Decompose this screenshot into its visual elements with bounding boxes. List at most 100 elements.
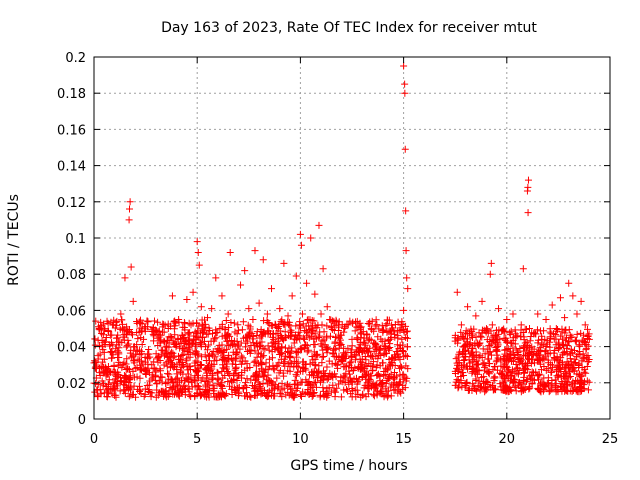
data-point xyxy=(208,305,216,313)
data-point xyxy=(548,301,556,309)
data-point xyxy=(125,340,133,348)
data-point xyxy=(206,386,214,394)
data-point xyxy=(535,355,543,363)
data-point xyxy=(453,288,461,296)
data-point xyxy=(524,183,532,191)
chart-title: Day 163 of 2023, Rate Of TEC Index for r… xyxy=(161,20,537,36)
data-point xyxy=(164,325,172,332)
data-point xyxy=(365,360,373,368)
data-point xyxy=(391,353,399,361)
y-tick-label: 0.06 xyxy=(57,304,86,319)
data-point xyxy=(342,349,350,357)
data-point xyxy=(264,371,272,379)
data-point xyxy=(494,339,502,347)
data-point xyxy=(403,274,411,282)
data-point xyxy=(375,325,383,333)
data-point xyxy=(580,353,588,361)
data-point xyxy=(478,333,486,341)
data-point xyxy=(221,391,229,399)
data-point xyxy=(384,387,392,395)
data-point xyxy=(346,359,354,367)
data-point xyxy=(270,366,278,374)
data-point xyxy=(143,382,151,390)
data-point xyxy=(540,363,548,371)
data-point xyxy=(462,346,470,354)
data-point xyxy=(519,329,527,337)
data-point xyxy=(114,331,122,339)
data-point xyxy=(203,372,211,380)
data-point xyxy=(343,387,351,395)
data-point xyxy=(360,384,368,392)
data-point xyxy=(107,354,115,362)
data-point xyxy=(352,348,360,356)
data-point xyxy=(294,348,302,356)
data-point xyxy=(369,363,377,371)
data-point xyxy=(242,339,250,347)
data-point xyxy=(305,390,313,398)
data-point xyxy=(261,330,269,338)
data-point xyxy=(126,205,134,213)
data-point xyxy=(363,330,371,338)
data-point xyxy=(337,341,345,349)
x-tick-label: 25 xyxy=(602,432,619,447)
data-point xyxy=(506,351,514,359)
data-point xyxy=(499,363,507,371)
data-point xyxy=(136,366,144,374)
data-point xyxy=(311,290,319,298)
data-point xyxy=(275,369,283,377)
data-point xyxy=(135,382,143,390)
data-point xyxy=(539,341,547,349)
data-point xyxy=(106,331,114,339)
data-point xyxy=(119,326,127,334)
data-point xyxy=(463,338,471,346)
data-point xyxy=(266,377,274,385)
data-point xyxy=(565,368,573,376)
data-point xyxy=(479,379,487,387)
data-point xyxy=(271,320,279,328)
data-point xyxy=(475,377,483,385)
data-point xyxy=(389,373,397,381)
data-point xyxy=(468,332,476,340)
data-point xyxy=(521,364,529,372)
data-point xyxy=(534,336,542,344)
data-point xyxy=(319,346,327,354)
data-point xyxy=(211,353,219,361)
data-point xyxy=(144,350,152,358)
data-point xyxy=(142,370,150,378)
data-point xyxy=(322,389,330,397)
data-point xyxy=(314,373,322,381)
data-point xyxy=(226,372,234,380)
data-point xyxy=(348,346,356,354)
data-point xyxy=(264,318,272,326)
data-point xyxy=(175,392,183,400)
data-point xyxy=(204,330,212,338)
data-point xyxy=(278,350,286,358)
data-point xyxy=(300,334,308,342)
data-point xyxy=(177,355,185,363)
data-point xyxy=(516,355,524,363)
data-point xyxy=(511,326,519,334)
data-point xyxy=(402,207,410,215)
data-point xyxy=(251,247,259,255)
data-point xyxy=(191,335,199,343)
data-point xyxy=(492,358,500,366)
data-point xyxy=(353,317,361,325)
data-point xyxy=(275,334,283,342)
data-point xyxy=(461,380,469,388)
data-point xyxy=(454,376,462,384)
data-point xyxy=(102,334,110,342)
data-point xyxy=(293,380,301,388)
data-point xyxy=(265,387,273,395)
data-point xyxy=(513,332,521,340)
data-point xyxy=(259,372,267,380)
data-point xyxy=(305,322,313,330)
data-point xyxy=(365,377,373,385)
data-point xyxy=(311,330,319,338)
data-point xyxy=(293,362,301,370)
data-point xyxy=(280,259,288,267)
data-point xyxy=(340,386,348,394)
data-point xyxy=(161,338,169,346)
data-point xyxy=(100,338,108,346)
data-point xyxy=(198,325,206,333)
data-point xyxy=(213,368,221,376)
